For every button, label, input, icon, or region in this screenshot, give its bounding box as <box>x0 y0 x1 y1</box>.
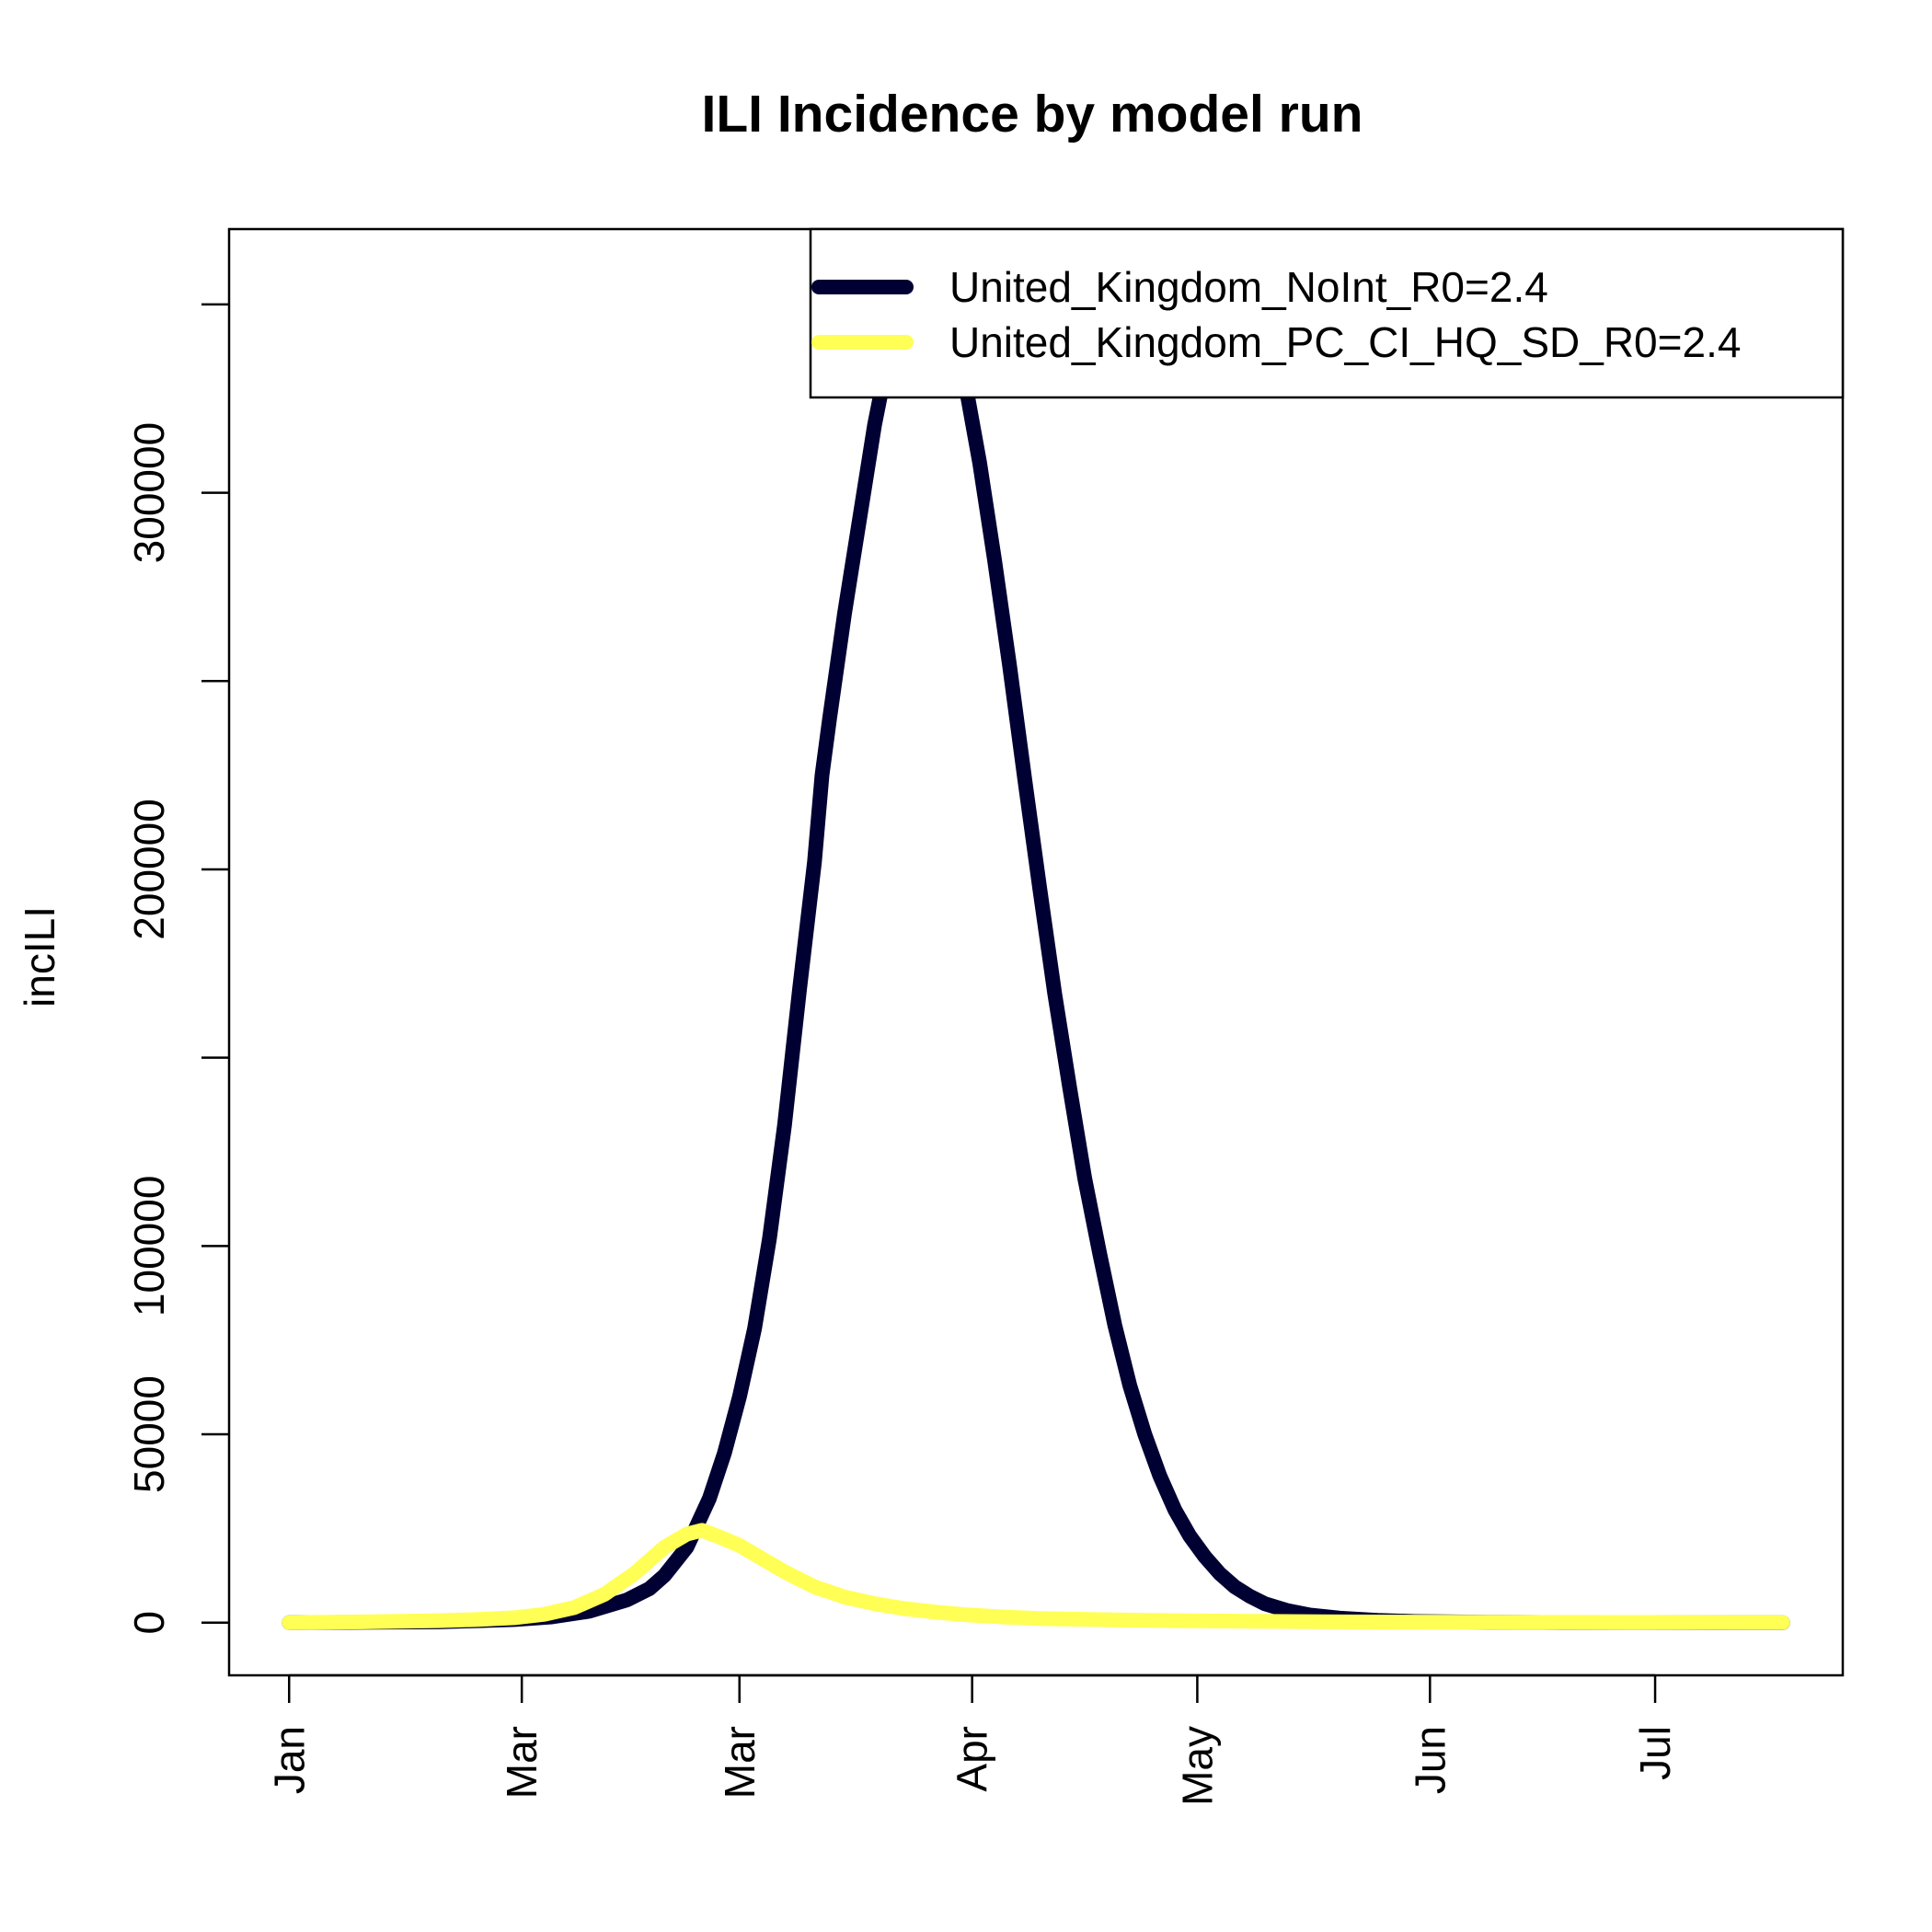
legend: United_Kingdom_NoInt_R0=2.4 United_Kingdo… <box>809 227 1845 399</box>
y-tick-label: 300000 <box>125 422 173 564</box>
series-layer <box>282 263 1790 1630</box>
plot-frame <box>227 227 1845 1677</box>
chart-title: ILI Incidence by model run <box>702 85 1363 144</box>
y-tick-label: 100000 <box>125 1176 173 1317</box>
x-tick-label: Mar <box>716 1726 764 1799</box>
x-axis: Jan Mar Mar Apr May Jun Jul <box>265 1673 1679 1806</box>
x-tick-label: Mar <box>498 1726 546 1799</box>
legend-label-1: United_Kingdom_NoInt_R0=2.4 <box>949 263 1548 311</box>
x-tick-label: Apr <box>949 1726 996 1792</box>
series-line-1 <box>282 263 1790 1630</box>
x-tick-label: Jul <box>1631 1726 1679 1780</box>
y-axis-label: incILI <box>16 906 63 1007</box>
x-tick-label: Jan <box>265 1726 313 1794</box>
x-tick-label: May <box>1173 1726 1221 1806</box>
y-tick-label: 50000 <box>125 1375 173 1493</box>
x-tick-label: Jun <box>1406 1726 1454 1794</box>
y-axis: 0 50000 100000 200000 300000 <box>125 303 229 1635</box>
legend-box <box>809 227 1845 399</box>
series-line-2 <box>282 1523 1790 1630</box>
legend-label-2: United_Kingdom_PC_CI_HQ_SD_R0=2.4 <box>949 318 1741 366</box>
y-tick-label: 200000 <box>125 799 173 940</box>
y-tick-label: 0 <box>125 1611 173 1635</box>
